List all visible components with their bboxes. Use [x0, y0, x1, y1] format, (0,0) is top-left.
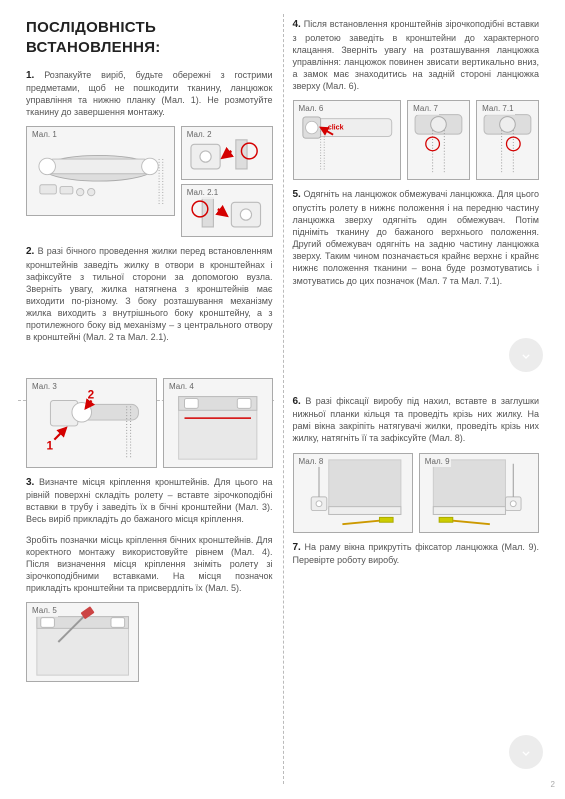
- vertical-divider: [283, 14, 284, 784]
- step-7: 7. На раму вікна прикрутіть фіксатор лан…: [293, 541, 540, 567]
- svg-text:2: 2: [88, 388, 95, 401]
- figure-row-3-4: Мал. 3 1 2 Мал. 4: [26, 378, 273, 468]
- figure-3: Мал. 3 1 2: [26, 378, 157, 468]
- figure-row-5: Мал. 5: [26, 602, 273, 682]
- figure-2-1: Мал. 2.1: [181, 184, 273, 237]
- figure-5: Мал. 5: [26, 602, 139, 682]
- figure-row-6-7: Мал. 6 click Мал. 7: [293, 100, 540, 180]
- figure-8: Мал. 8: [293, 453, 413, 533]
- figure-2: Мал. 2: [181, 126, 273, 179]
- figure-7: Мал. 7: [407, 100, 470, 180]
- step-6: 6. В разі фіксації виробу під нахил, вст…: [293, 395, 540, 445]
- step-2: 2. В разі бічного проведення жилки перед…: [26, 245, 273, 343]
- page-number: 2: [551, 780, 555, 791]
- figure-4: Мал. 4: [163, 378, 273, 468]
- figure-6: Мал. 6 click: [293, 100, 402, 180]
- figure-1: Мал. 1: [26, 126, 175, 216]
- figure-7-1: Мал. 7.1: [476, 100, 539, 180]
- page-title: ПОСЛІДОВНІСТЬ ВСТАНОВЛЕННЯ:: [26, 18, 273, 59]
- watermark-icon-2: [509, 735, 543, 769]
- figure-row-1-2: Мал. 1 Мал. 2: [26, 126, 273, 237]
- watermark-icon: [509, 338, 543, 372]
- step-4: 4. Після встановлення кронштейнів зірочк…: [293, 18, 540, 92]
- step-3a: 3. Визначте місця кріплення кронштейнів.…: [26, 476, 273, 526]
- step-5: 5. Одягніть на ланцюжок обмежувачі ланцю…: [293, 188, 540, 286]
- svg-text:1: 1: [47, 439, 54, 452]
- step-1: 1. Розпакуйте виріб, будьте обережні з г…: [26, 69, 273, 119]
- svg-text:click: click: [327, 124, 343, 132]
- figure-9: Мал. 9: [419, 453, 539, 533]
- figure-row-8-9: Мал. 8 Мал. 9: [293, 453, 540, 533]
- step-3b: Зробіть позначки місць кріплення бічних …: [26, 534, 273, 595]
